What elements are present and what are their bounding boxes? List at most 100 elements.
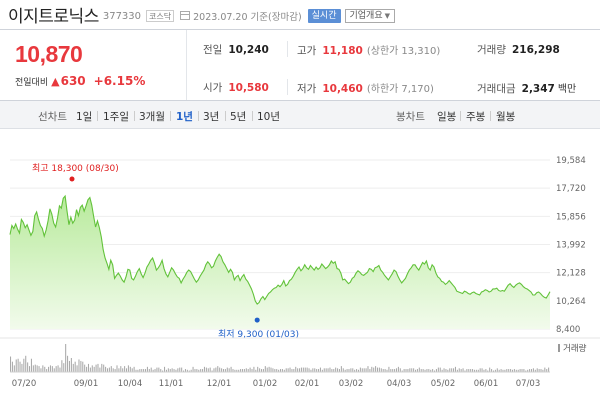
volume-bar bbox=[304, 367, 306, 372]
volume-bar bbox=[205, 367, 207, 372]
volume-bar bbox=[95, 364, 97, 372]
volume-bar bbox=[165, 369, 167, 372]
volume-bar bbox=[331, 369, 333, 372]
volume-bar bbox=[287, 368, 289, 372]
volume-bar bbox=[468, 369, 470, 372]
candle-weekly[interactable]: 주봉 bbox=[466, 111, 486, 123]
volume-bar bbox=[11, 361, 13, 372]
volume-bar bbox=[241, 369, 244, 372]
candle-daily[interactable]: 일봉 bbox=[437, 111, 457, 123]
volume-bar bbox=[529, 369, 531, 372]
volume-bar bbox=[114, 369, 116, 372]
lower-limit-label: (하한가 bbox=[366, 84, 399, 95]
volume-bar bbox=[78, 359, 80, 372]
volume-bar bbox=[108, 367, 110, 372]
volume-bar bbox=[312, 368, 314, 372]
volume-bar bbox=[420, 369, 422, 372]
y-tick-label: 17,720 bbox=[556, 184, 586, 194]
volume-bar bbox=[319, 367, 321, 372]
volume-bar bbox=[127, 365, 129, 372]
volume-bar bbox=[534, 369, 536, 372]
volume-bar bbox=[477, 369, 479, 372]
volume-bar bbox=[521, 369, 523, 372]
volume-bar bbox=[380, 368, 382, 372]
volume-bar bbox=[264, 366, 266, 372]
x-tick-label: 12/01 bbox=[207, 379, 232, 389]
volume-bar bbox=[378, 367, 380, 372]
volume-bar bbox=[337, 368, 339, 372]
volume-bar bbox=[428, 369, 430, 372]
volume-bar bbox=[470, 369, 472, 372]
volume-bar bbox=[454, 366, 456, 372]
volume-bar bbox=[472, 369, 474, 372]
volume-bar bbox=[354, 369, 356, 372]
volume-bar bbox=[401, 370, 403, 372]
volume-bar bbox=[399, 368, 401, 372]
volume-bar bbox=[456, 369, 458, 372]
volume-bar bbox=[105, 366, 107, 372]
volume-bar bbox=[542, 369, 544, 372]
volume-bar bbox=[276, 369, 278, 372]
volume-bar bbox=[506, 369, 508, 372]
divider bbox=[252, 111, 253, 121]
period-1y[interactable]: 1년 bbox=[176, 111, 193, 123]
change-label: 전일대비 bbox=[15, 77, 49, 88]
volume-bar bbox=[513, 369, 515, 372]
realtime-button[interactable]: 실시간 bbox=[307, 8, 341, 23]
volume-bar bbox=[329, 367, 331, 372]
divider bbox=[287, 79, 288, 95]
volume-bar bbox=[285, 368, 287, 372]
volume-bar bbox=[300, 367, 302, 372]
period-1w[interactable]: 1주일 bbox=[103, 111, 130, 123]
volume-bar bbox=[253, 366, 255, 372]
volume-bar bbox=[327, 368, 329, 372]
period-5y[interactable]: 5년 bbox=[230, 111, 247, 123]
volume-bar bbox=[540, 369, 542, 372]
volume-bar bbox=[333, 369, 335, 372]
high-value: 11,180 bbox=[322, 45, 363, 57]
volume-bar bbox=[143, 369, 145, 372]
volume-bar bbox=[295, 366, 297, 372]
company-info-button[interactable]: 기업개요 ▼ bbox=[344, 8, 396, 23]
period-1d[interactable]: 1일 bbox=[76, 111, 93, 123]
volume-bar bbox=[451, 368, 453, 372]
volume-bar bbox=[500, 369, 502, 372]
divider bbox=[287, 41, 288, 57]
candle-monthly[interactable]: 월봉 bbox=[496, 111, 516, 123]
volume-bar bbox=[125, 368, 128, 372]
volume-bar bbox=[306, 367, 308, 372]
volume-bar bbox=[219, 367, 221, 372]
volume-bar bbox=[259, 368, 261, 372]
volume-bar bbox=[177, 368, 179, 372]
volume-bar bbox=[445, 369, 447, 372]
volume-bar bbox=[76, 365, 78, 372]
volume-bar bbox=[356, 369, 358, 372]
volume-bar bbox=[173, 369, 175, 372]
volume-bar bbox=[266, 367, 268, 372]
volume-bar bbox=[251, 369, 253, 372]
volume-bar bbox=[392, 369, 394, 372]
divider bbox=[97, 111, 98, 121]
prev-close-value: 10,240 bbox=[228, 44, 269, 56]
divider bbox=[490, 111, 491, 121]
volume-bar bbox=[485, 369, 487, 372]
period-10y[interactable]: 10년 bbox=[257, 111, 281, 123]
volume-bar bbox=[530, 369, 533, 372]
volume-bar bbox=[65, 344, 67, 372]
volume-bar bbox=[432, 369, 434, 372]
volume-bar bbox=[527, 369, 529, 372]
high-price: 고가 11,180 (상한가 13,310) bbox=[297, 42, 440, 58]
volume-bar bbox=[82, 361, 84, 372]
lower-limit-value: 7,170) bbox=[401, 84, 434, 95]
x-tick-label: 03/02 bbox=[339, 379, 364, 389]
period-3y[interactable]: 3년 bbox=[203, 111, 220, 123]
company-info-label: 기업개요 bbox=[349, 10, 383, 21]
volume-bar bbox=[473, 369, 475, 372]
volume-bar bbox=[260, 369, 263, 372]
volume-bar bbox=[283, 369, 285, 372]
period-3m[interactable]: 3개월 bbox=[139, 111, 166, 123]
volume-bar bbox=[217, 366, 219, 372]
y-tick-label: 8,400 bbox=[556, 325, 580, 335]
volume-bar bbox=[247, 369, 249, 372]
volume-bar bbox=[466, 369, 468, 372]
